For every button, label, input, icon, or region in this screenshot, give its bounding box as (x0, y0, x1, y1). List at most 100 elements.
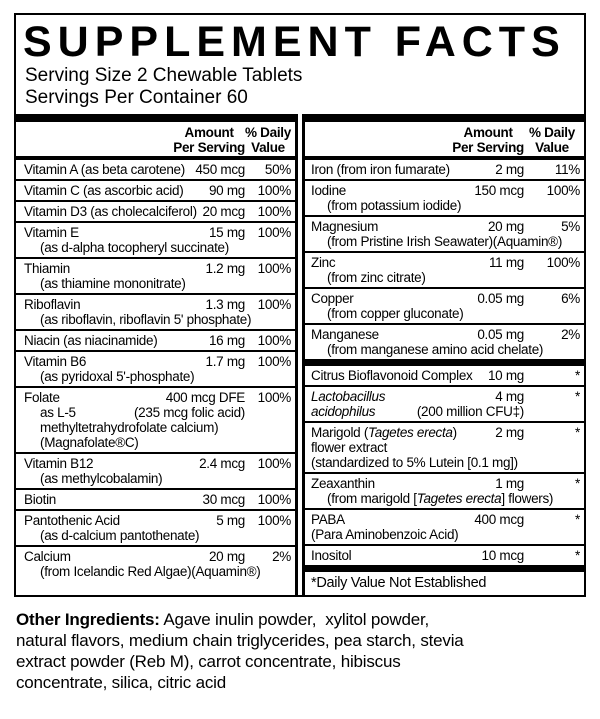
nutrient-row: PABA 400 mcg * (Para Aminobenzoic Acid) (305, 507, 584, 544)
text-segment: (as pyridoxal 5'-phosphate) (40, 368, 195, 384)
top-divider-bar (16, 113, 295, 122)
nutrient-name: Niacin (as niacinamide) (24, 333, 209, 348)
nutrient-name: Pantothenic Acid (24, 513, 216, 528)
nutrient-source-line: (from zinc citrate) (311, 270, 580, 285)
other-ingredients-label: Other Ingredients: (16, 609, 160, 629)
text-segment: flower extract (311, 439, 388, 455)
text-segment: Vitamin B6 (24, 353, 87, 369)
text-segment: (200 million CFU‡) (416, 403, 524, 419)
source-left-text: as L-5 (40, 405, 134, 420)
text-segment: (as thiamine mononitrate) (40, 275, 186, 291)
serving-size-line: Serving Size 2 Chewable Tablets (25, 64, 303, 86)
text-segment: Copper (311, 290, 354, 306)
panel-title: SUPPLEMENT FACTS (23, 18, 566, 66)
nutrient-daily-value: 11% (554, 161, 580, 177)
text-segment: (as d-alpha tocopheryl succinate) (40, 239, 229, 255)
nutrient-amount: 0.05 mg (477, 290, 524, 306)
text-segment: Manganese (311, 326, 379, 342)
nutrient-daily-value: * (575, 388, 580, 404)
nutrient-rows-right: Iron (from iron fumarate) 2 mg 11% Iodine 15… (305, 160, 584, 565)
nutrient-name: Copper (311, 291, 477, 306)
nutrient-amount: 400 mcg DFE (165, 389, 246, 405)
text-segment: Biotin (24, 491, 56, 507)
text-segment: ) (452, 424, 458, 440)
nutrient-source-line: (as methylcobalamin) (24, 471, 291, 486)
nutrient-source-line: (Magnafolate®C) (24, 435, 291, 450)
nutrient-row: Magnesium 20 mg 5% (from Pristine Irish Sea… (305, 214, 584, 251)
text-segment: (from zinc citrate) (327, 269, 426, 285)
nutrient-source-line: (from copper gluconate) (311, 306, 580, 321)
nutrient-row: Vitamin E 15 mg 100% (as d-alpha tocopheryl… (16, 220, 295, 257)
nutrient-amount: 0.05 mg (477, 326, 524, 342)
nutrient-name: Inositol (311, 548, 482, 563)
text-segment: acidophilus (311, 403, 376, 419)
text-segment: methyltetrahydrofolate calcium) (40, 419, 219, 435)
text-segment: Lactobacillus (311, 388, 386, 404)
nutrient-row: Thiamin 1.2 mg 100% (as thiamine mononitrat… (16, 256, 295, 293)
text-segment: Folate (24, 389, 60, 405)
nutrient-daily-value: 100% (257, 353, 292, 369)
nutrient-amount: 450 mcg (195, 161, 245, 177)
text-segment: (from marigold [ (327, 490, 417, 506)
nutrient-daily-value: * (575, 511, 580, 527)
nutrient-rows-left: Vitamin A (as beta carotene) 450 mcg 50% Vi… (16, 160, 295, 581)
facts-columns: Amount Per Serving % Daily Value Vitamin… (16, 113, 584, 595)
nutrient-amount: 2.4 mcg (199, 455, 245, 471)
text-segment: (from manganese amino acid chelate) (327, 341, 544, 357)
nutrient-source-line: (Para Aminobenzoic Acid) (311, 527, 580, 542)
nutrient-daily-value: * (575, 367, 580, 383)
nutrient-name: Zinc (311, 255, 489, 270)
servings-per-container-line: Servings Per Container 60 (25, 87, 248, 109)
column-right: Amount Per Serving % Daily Value Iron (f… (302, 113, 584, 595)
nutrient-name: Vitamin B12 (24, 456, 199, 471)
supplement-facts-panel: SUPPLEMENT FACTS Serving Size 2 Chewable… (14, 13, 586, 597)
text-segment: Pantothenic Acid (24, 512, 120, 528)
nutrient-row: Inositol 10 mcg * (305, 543, 584, 565)
text-segment: Citrus Bioflavonoid Complex (311, 367, 473, 383)
text-segment: ] flowers) (501, 490, 554, 506)
nutrient-daily-value: 100% (546, 182, 581, 198)
nutrient-daily-value: 100% (257, 182, 292, 198)
text-segment: Vitamin D3 (as cholecalciferol) (24, 203, 197, 219)
top-divider-bar (305, 113, 584, 122)
nutrient-daily-value: 6% (561, 290, 580, 306)
nutrient-name: PABA (311, 512, 474, 527)
nutrient-amount: 20 mg (208, 548, 245, 564)
nutrient-source-line: (from Pristine Irish Seawater)(Aquamin®) (311, 234, 580, 249)
amount-header: Amount Per Serving (452, 124, 524, 155)
nutrient-amount: 30 mcg (202, 491, 246, 507)
nutrient-name: Citrus Bioflavonoid Complex (311, 368, 488, 383)
nutrient-row: Niacin (as niacinamide) 16 mg 100% (16, 328, 295, 350)
text-segment: Tagetes erecta (368, 424, 453, 440)
nutrient-source-line: (standardized to 5% Lutein [0.1 mg]) (311, 455, 580, 470)
nutrient-name: Folate (24, 390, 166, 405)
text-segment: (as methylcobalamin) (40, 470, 163, 486)
nutrient-amount: 5 mg (216, 512, 245, 528)
nutrient-row: Iron (from iron fumarate) 2 mg 11% (305, 160, 584, 179)
text-segment: Vitamin C (as ascorbic acid) (24, 182, 184, 198)
nutrient-source-line: as L-5 (235 mcg folic acid) (24, 405, 291, 420)
nutrient-row: Vitamin A (as beta carotene) 450 mcg 50% (16, 160, 295, 179)
column-header-right: Amount Per Serving % Daily Value (305, 122, 584, 160)
nutrient-name: Vitamin E (24, 225, 209, 240)
nutrient-row: Copper 0.05 mg 6% (from copper gluconate) (305, 286, 584, 323)
nutrient-amount: 2 mg (495, 161, 524, 177)
text-segment: (from copper gluconate) (327, 305, 464, 321)
nutrient-amount: 1.7 mg (205, 353, 246, 369)
text-segment: Zinc (311, 254, 336, 270)
text-segment: Vitamin A (as beta carotene) (24, 161, 185, 177)
text-segment: (from Icelandic Red Algae)(Aquamin®) (40, 563, 261, 579)
amount-header: Amount Per Serving (173, 124, 245, 155)
text-segment: as L-5 (40, 404, 76, 420)
text-segment: Magnesium (311, 218, 379, 234)
nutrient-row: Calcium 20 mg 2% (from Icelandic Red Algae)… (16, 544, 295, 581)
section-divider-bar (305, 358, 584, 366)
nutrient-amount: 90 mg (208, 182, 245, 198)
nutrient-daily-value: * (575, 424, 580, 440)
nutrient-row: Citrus Bioflavonoid Complex 10 mg * (305, 366, 584, 385)
nutrient-source-line: (as riboflavin, riboflavin 5' phosphate) (24, 312, 291, 327)
nutrient-row: Vitamin D3 (as cholecalciferol) 20 mcg 100… (16, 199, 295, 221)
nutrient-amount: 20 mcg (202, 203, 246, 219)
nutrient-daily-value: 100% (257, 491, 292, 507)
nutrient-name: Iron (from iron fumarate) (311, 162, 495, 177)
